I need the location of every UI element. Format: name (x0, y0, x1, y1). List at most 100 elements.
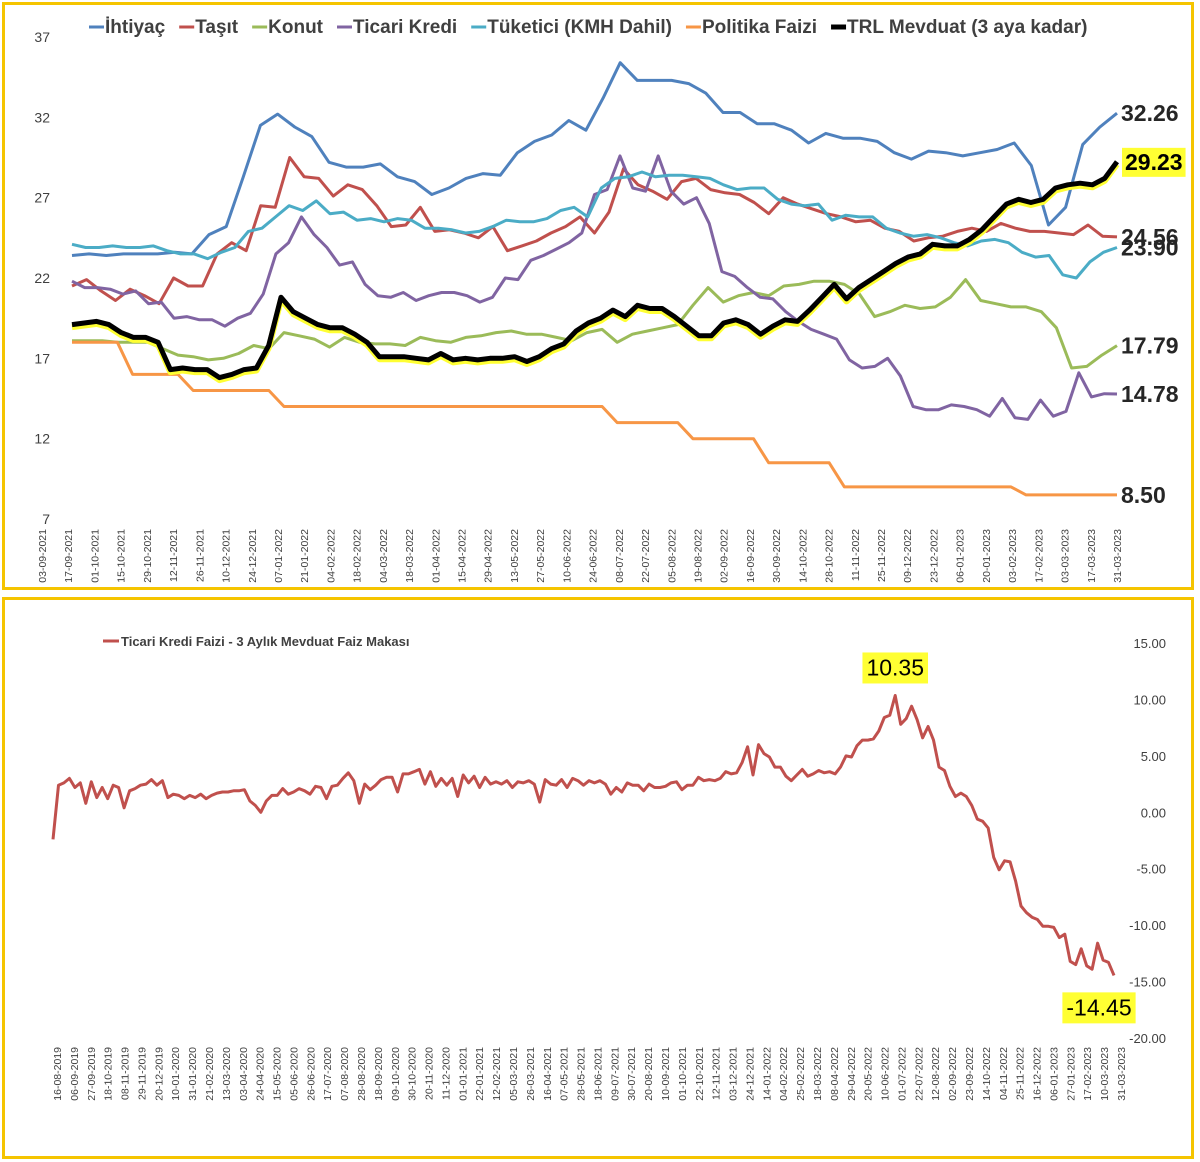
x-tick-label: 16-08-2019 (52, 1047, 64, 1101)
series-line-tuketici-kmh-dahil (71, 170, 1118, 280)
x-tick-label: 17-02-2023 (1033, 529, 1045, 583)
x-tick-label: 21-02-2020 (204, 1047, 216, 1101)
end-label-politika-faizi: 8.50 (1121, 482, 1166, 508)
x-tick-label: 07-01-2022 (273, 529, 285, 583)
x-tick-label: 10-03-2023 (1099, 1047, 1111, 1101)
y-tick-label: 37 (34, 29, 50, 45)
x-tick-label: 22-10-2021 (694, 1047, 706, 1101)
x-tick-label: 28-10-2022 (824, 529, 836, 583)
legend-label-ihtiyac: İhtiyaç (105, 17, 166, 38)
series-line-trl-mevduat-3-aya-kadar (71, 160, 1120, 381)
x-tick-label: 17-03-2023 (1086, 529, 1098, 583)
x-tick-label: 16-09-2022 (745, 529, 757, 583)
y-tick-label: -5.00 (1136, 862, 1166, 877)
series-line-ihtiyac (71, 61, 1118, 257)
x-tick-label: 08-11-2019 (120, 1047, 132, 1100)
top-chart-panel: 7 12 17 22 27 32 37 03-09-2021 17-09-2021 01-10-2… (2, 2, 1194, 590)
y-tick-label: -10.00 (1129, 918, 1166, 933)
x-tick-label: 05-06-2020 (288, 1047, 300, 1101)
x-tick-label: 03-12-2021 (728, 1047, 740, 1101)
x-tick-label: 10-12-2021 (221, 529, 233, 583)
x-tick-label: 31-01-2020 (187, 1047, 199, 1101)
x-tick-label: 12-02-2021 (491, 1047, 503, 1101)
x-tick-label: 20-01-2023 (981, 529, 993, 583)
legend-label-tuketici-kmh-dahil: Tüketici (KMH Dahil) (487, 17, 672, 38)
x-tick-label: 30-07-2021 (626, 1047, 638, 1101)
x-tick-label: 18-03-2022 (404, 529, 416, 583)
x-tick-label: 01-01-2021 (457, 1047, 469, 1101)
y-tick-label: 5.00 (1141, 749, 1166, 764)
y-tick-label: 10.00 (1133, 692, 1166, 707)
x-tick-label: 18-09-2020 (373, 1047, 385, 1101)
x-tick-label: 11-12-2020 (440, 1047, 452, 1100)
x-tick-label: 12-11-2021 (711, 1047, 723, 1100)
x-tick-label: 24-12-2021 (247, 529, 259, 583)
x-tick-label: 07-05-2021 (559, 1047, 571, 1101)
x-tick-label: 24-12-2021 (744, 1047, 756, 1101)
y-tick-label: -15.00 (1129, 975, 1166, 990)
x-tick-label: 19-08-2022 (692, 529, 704, 583)
x-tick-label: 31-03-2023 (1112, 529, 1124, 583)
x-tick-label: 15-04-2022 (457, 529, 469, 583)
spread-line-chart: 15.00 10.00 5.00 0.00 -5.00 -10.00 -15.00 -20.0… (51, 634, 1166, 1101)
x-tick-label: 26-06-2020 (305, 1047, 317, 1101)
x-tick-label: 02-09-2022 (719, 529, 731, 583)
x-tick-label: 29-04-2022 (483, 529, 495, 583)
y-tick-label: 27 (34, 190, 50, 206)
x-tick-label: 06-09-2019 (69, 1047, 81, 1101)
x-tick-label: 17-07-2020 (322, 1047, 334, 1101)
x-tick-label: 04-11-2022 (998, 1047, 1010, 1100)
x-tick-label: 09-07-2021 (609, 1047, 621, 1101)
x-tick-label: 29-04-2022 (846, 1047, 858, 1101)
x-tick-label: 03-02-2023 (1007, 529, 1019, 583)
x-tick-label: 02-09-2022 (947, 1047, 959, 1101)
x-tick-label: 01-10-2021 (677, 1047, 689, 1101)
x-tick-label: 20-11-2020 (424, 1047, 436, 1100)
end-label-tuketici-kmh-dahil: 23.90 (1121, 234, 1179, 260)
x-tick-label: 03-03-2023 (1060, 529, 1072, 583)
x-tick-label: 25-11-2022 (876, 529, 888, 582)
series-line-ticari-kredi-faizi-3-aylik-mevduat-faiz-makasi (51, 694, 1116, 976)
x-tick-label: 29-10-2021 (142, 529, 154, 583)
x-tick-label: 22-07-2022 (640, 529, 652, 583)
y-tick-label: 17 (34, 350, 50, 366)
x-tick-label: 27-01-2023 (1065, 1047, 1077, 1101)
x-tick-label: 25-11-2022 (1015, 1047, 1027, 1100)
x-tick-label: 14-10-2022 (981, 1047, 993, 1101)
end-label-ihtiyac: 32.26 (1121, 100, 1179, 126)
legend-label-konut: Konut (268, 17, 324, 38)
x-tick-label: 20-08-2021 (643, 1047, 655, 1101)
legend-label-tasit: Taşıt (195, 17, 239, 38)
x-tick-label: 17-02-2023 (1082, 1047, 1094, 1101)
x-tick-label: 25-02-2022 (795, 1047, 807, 1101)
x-tick-label: 10-06-2022 (561, 529, 573, 583)
x-tick-label: 26-03-2021 (525, 1047, 537, 1101)
x-tick-label: 10-01-2020 (170, 1047, 182, 1101)
y-tick-label: 15.00 (1133, 636, 1166, 651)
x-tick-label: 27-09-2019 (86, 1047, 98, 1101)
y-tick-label: 12 (34, 431, 50, 447)
x-tick-label: 22-07-2022 (913, 1047, 925, 1101)
x-tick-label: 08-04-2022 (829, 1047, 841, 1101)
x-tick-label: 09-10-2020 (390, 1047, 402, 1101)
interest-rates-line-chart: 7 12 17 22 27 32 37 03-09-2021 17-09-2021 01-10-2… (34, 17, 1186, 583)
x-tick-label: 24-04-2020 (255, 1047, 267, 1101)
x-tick-label: 28-08-2020 (356, 1047, 368, 1101)
end-label-ticari-kredi: 14.78 (1121, 381, 1179, 407)
x-tick-label: 16-04-2021 (542, 1047, 554, 1101)
end-label-trl-mevduat-3-aya-kadar: 29.23 (1125, 149, 1183, 175)
series-line-ticari-kredi (71, 154, 1118, 421)
x-tick-label: 07-08-2020 (339, 1047, 351, 1101)
x-tick-label: 06-01-2023 (1048, 1047, 1060, 1101)
series-line-politika-faizi (72, 340, 1117, 497)
x-tick-label: 30-10-2020 (407, 1047, 419, 1101)
legend-label-trl-mevduat-3-aya-kadar: TRL Mevduat (3 aya kadar) (847, 17, 1087, 38)
end-label-highlight (1122, 147, 1186, 177)
x-tick-label: 29-11-2019 (136, 1047, 148, 1100)
y-tick-label: -20.00 (1129, 1031, 1166, 1046)
max-value-annotation: 10.35 (866, 654, 924, 680)
legend-label-ticari-kredi: Ticari Kredi (353, 17, 457, 38)
x-tick-label: 15-10-2021 (116, 529, 128, 583)
x-tick-label: 05-08-2022 (666, 529, 678, 583)
x-tick-label: 04-02-2022 (325, 529, 337, 583)
